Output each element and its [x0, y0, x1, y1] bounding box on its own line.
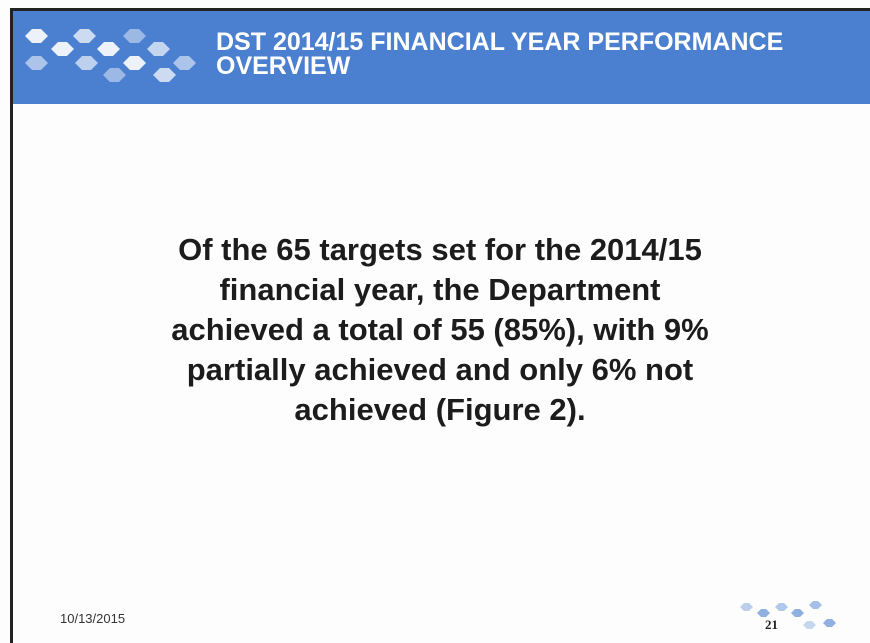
footer-date: 10/13/2015 [60, 611, 125, 626]
body-line: achieved (Figure 2). [40, 390, 840, 430]
page-number: 21 [765, 617, 778, 633]
footer-hexagons [735, 595, 845, 635]
body-line: financial year, the Department [40, 270, 840, 310]
title-line: OVERVIEW [216, 54, 783, 78]
body-text: Of the 65 targets set for the 2014/15 fi… [40, 230, 840, 430]
slide-title: DST 2014/15 FINANCIAL YEAR PERFORMANCE O… [216, 30, 783, 78]
title-line: DST 2014/15 FINANCIAL YEAR PERFORMANCE [216, 30, 783, 54]
slide: DST 2014/15 FINANCIAL YEAR PERFORMANCE O… [0, 0, 870, 643]
hexagon-decoration [13, 11, 213, 104]
body-line: achieved a total of 55 (85%), with 9% [40, 310, 840, 350]
body-line: Of the 65 targets set for the 2014/15 [40, 230, 840, 270]
body-line: partially achieved and only 6% not [40, 350, 840, 390]
